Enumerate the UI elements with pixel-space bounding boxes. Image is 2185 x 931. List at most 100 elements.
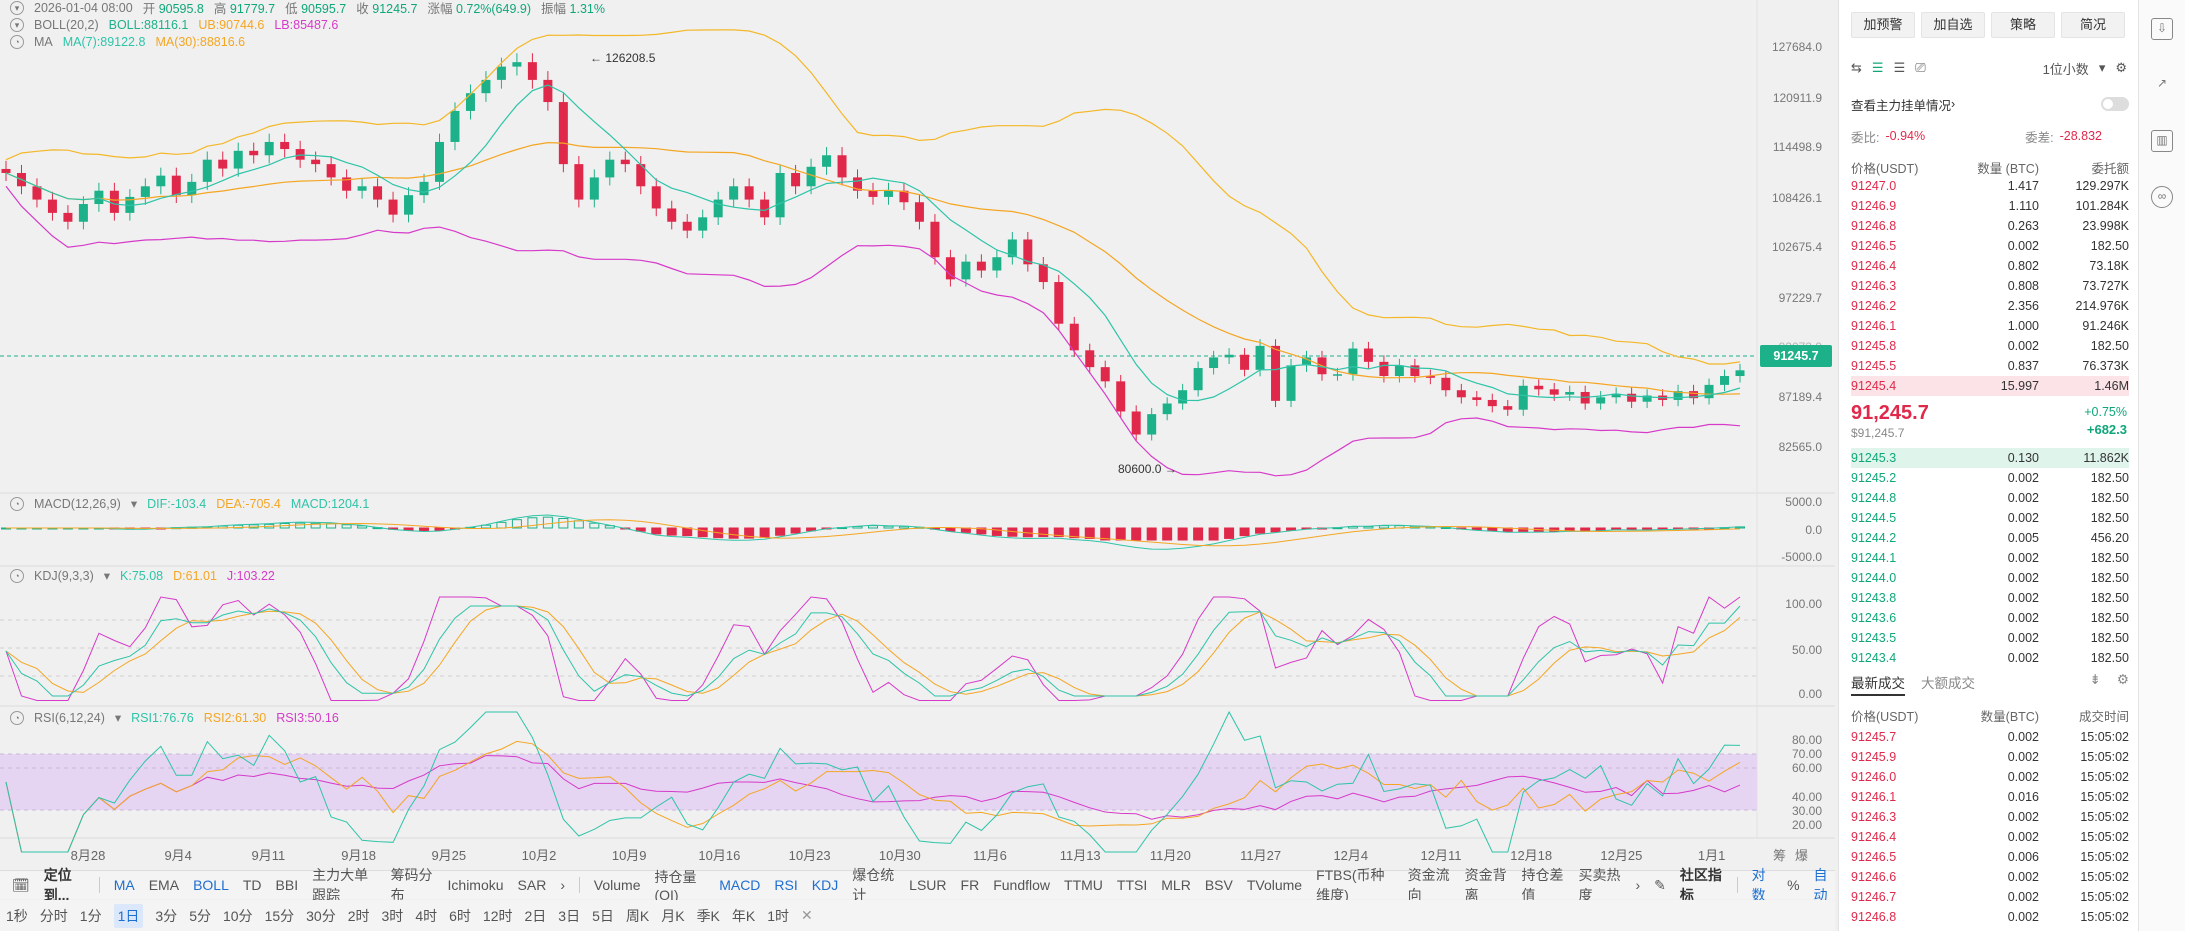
interval-17[interactable]: 周K xyxy=(625,907,650,924)
interval-5[interactable]: 5分 xyxy=(189,907,211,924)
ask-row[interactable]: 91245.4 15.997 1.46M xyxy=(1851,376,2129,396)
locate-button[interactable]: 定位到... xyxy=(43,867,72,903)
chart-area[interactable]: ▾ 2026-01-04 08:00 开 90595.8 高 91779.7 低… xyxy=(0,0,1835,868)
bell-icon[interactable]: ◔ xyxy=(10,34,24,49)
ask-row[interactable]: 91246.5 0.002 182.50 xyxy=(1851,236,2129,256)
close-icon[interactable]: ✕ xyxy=(801,907,813,923)
sub-lsur[interactable]: LSUR xyxy=(909,877,947,893)
interval-6[interactable]: 10分 xyxy=(222,907,253,924)
bid-row[interactable]: 91244.0 0.002 182.50 xyxy=(1851,568,2129,588)
trade-row[interactable]: 91246.6 0.002 15:05:02 xyxy=(1851,867,2129,887)
trade-row[interactable]: 91245.7 0.002 15:05:02 xyxy=(1851,727,2129,747)
sub-bsv[interactable]: BSV xyxy=(1204,877,1233,893)
sub-fund-flow[interactable]: 资金流向 xyxy=(1407,867,1450,903)
sub-fundflow[interactable]: Fundflow xyxy=(993,877,1051,893)
bell-icon[interactable]: ◔ xyxy=(10,568,24,583)
community-indicators[interactable]: 社区指标 xyxy=(1679,867,1722,903)
sub-divergence[interactable]: 资金背离 xyxy=(1464,867,1507,903)
interval-11[interactable]: 4时 xyxy=(415,907,438,924)
interval-18[interactable]: 月K xyxy=(661,907,685,924)
sub-ftbs[interactable]: FTBS(币种维度) xyxy=(1316,867,1385,903)
bell-icon[interactable]: ◔ xyxy=(10,710,24,725)
overview-button[interactable]: 简况 xyxy=(2061,12,2125,38)
caret-down-icon[interactable]: ▾ xyxy=(103,569,111,583)
interval-16[interactable]: 5日 xyxy=(592,907,614,924)
decimals-select[interactable]: 1位小数 xyxy=(2042,61,2089,77)
sub-oi-diff[interactable]: 持仓差值 xyxy=(1521,867,1564,903)
caret-down-icon[interactable]: ▾ xyxy=(2098,60,2106,75)
interval-4[interactable]: 3分 xyxy=(155,907,178,924)
interval-1[interactable]: 分时 xyxy=(39,907,68,924)
auto-scale-toggle[interactable]: 自动 xyxy=(1813,867,1828,903)
trade-row[interactable]: 91246.5 0.006 15:05:02 xyxy=(1851,847,2129,867)
sub-fr[interactable]: FR xyxy=(960,877,980,893)
sub-heat[interactable]: 买卖热度 xyxy=(1578,867,1621,903)
caret-down-icon[interactable]: ▾ xyxy=(114,711,122,725)
trade-row[interactable]: 91246.4 0.002 15:05:02 xyxy=(1851,827,2129,847)
edit-icon[interactable]: ✎ xyxy=(1654,876,1666,893)
ask-row[interactable]: 91246.8 0.263 23.998K xyxy=(1851,216,2129,236)
interval-14[interactable]: 2日 xyxy=(524,907,547,924)
orderbook-toggle[interactable] xyxy=(2101,97,2129,111)
indicator-ema[interactable]: EMA xyxy=(148,877,180,893)
interval-10[interactable]: 3时 xyxy=(381,907,404,924)
sub-macd[interactable]: MACD xyxy=(719,877,761,893)
bid-row[interactable]: 91243.8 0.002 182.50 xyxy=(1851,588,2129,608)
layout-depth-icon[interactable]: ⎚ xyxy=(1915,60,1926,75)
amount-header[interactable]: 委托额 xyxy=(2091,162,2129,176)
trade-row[interactable]: 91246.8 0.002 15:05:02 xyxy=(1851,907,2129,927)
ask-row[interactable]: 91245.8 0.002 182.50 xyxy=(1851,336,2129,356)
bid-row[interactable]: 91244.5 0.002 182.50 xyxy=(1851,508,2129,528)
bid-row[interactable]: 91243.6 0.002 182.50 xyxy=(1851,608,2129,628)
bid-row[interactable]: 91243.5 0.002 182.50 xyxy=(1851,628,2129,648)
sub-rsi[interactable]: RSI xyxy=(774,877,798,893)
interval-20[interactable]: 年K xyxy=(731,907,756,924)
ask-row[interactable]: 91246.2 2.356 214.976K xyxy=(1851,296,2129,316)
sub-kdj[interactable]: KDJ xyxy=(811,877,839,893)
trade-row[interactable]: 91246.3 0.002 15:05:02 xyxy=(1851,807,2129,827)
link-icon[interactable]: ∞ xyxy=(2151,186,2173,208)
trade-row[interactable]: 91246.0 0.002 15:05:02 xyxy=(1851,767,2129,787)
chevron-right-icon[interactable]: › xyxy=(1635,877,1641,893)
indicator-ichimoku[interactable]: Ichimoku xyxy=(447,877,504,893)
indicator-boll[interactable]: BOLL xyxy=(193,877,229,893)
orderbook-link[interactable]: 查看主力挂单情况 xyxy=(1851,98,1952,113)
trade-row[interactable]: 91246.1 0.016 15:05:02 xyxy=(1851,787,2129,807)
settings-icon[interactable]: ⚙ xyxy=(2116,672,2129,687)
interval-12[interactable]: 6时 xyxy=(449,907,471,924)
qty-header[interactable]: 数量 (BTC) xyxy=(1977,162,2039,176)
ask-row[interactable]: 91247.0 1.417 129.297K xyxy=(1851,176,2129,196)
indicator-chips[interactable]: 筹码分布 xyxy=(390,867,433,903)
ask-row[interactable]: 91245.5 0.837 76.373K xyxy=(1851,356,2129,376)
bell-icon[interactable]: ◔ xyxy=(10,496,24,511)
interval-8[interactable]: 30分 xyxy=(306,907,336,924)
interval-13[interactable]: 12时 xyxy=(482,907,513,924)
export-icon[interactable]: ⇩ xyxy=(2151,18,2173,40)
filter-icon[interactable]: ⇟ xyxy=(2089,672,2101,687)
bid-row[interactable]: 91244.2 0.005 456.20 xyxy=(1851,528,2129,548)
ask-row[interactable]: 91246.3 0.808 73.727K xyxy=(1851,276,2129,296)
bar-chart-icon[interactable]: ▥ xyxy=(2151,130,2173,152)
sub-liquidation[interactable]: 爆仓统计 xyxy=(852,867,895,903)
trade-row[interactable]: 91245.9 0.002 15:05:02 xyxy=(1851,747,2129,767)
layout-bids-icon[interactable]: ☰ xyxy=(1871,60,1884,75)
interval-3[interactable]: 1日 xyxy=(113,903,144,928)
bid-row[interactable]: 91244.8 0.002 182.50 xyxy=(1851,488,2129,508)
tab-latest-trades[interactable]: 最新成交 xyxy=(1851,672,1905,696)
candlestick-chart[interactable] xyxy=(0,0,1835,868)
bid-row[interactable]: 91245.3 0.130 11.862K xyxy=(1851,448,2129,468)
chevron-down-icon[interactable]: ▾ xyxy=(10,17,24,32)
interval-7[interactable]: 15分 xyxy=(264,907,295,924)
sub-volume[interactable]: Volume xyxy=(593,877,641,893)
indicator-ma[interactable]: MA xyxy=(113,877,135,893)
interval-0[interactable]: 1秒 xyxy=(6,907,28,924)
percent-toggle[interactable]: % xyxy=(1787,877,1800,893)
settings-icon[interactable]: ⚙ xyxy=(2115,60,2127,75)
axis-corner[interactable]: 筹 xyxy=(1772,848,1786,863)
tab-large-trades[interactable]: 大额成交 xyxy=(1921,676,1975,691)
bid-row[interactable]: 91243.4 0.002 182.50 xyxy=(1851,648,2129,668)
chevron-right-icon[interactable]: › xyxy=(560,877,566,893)
trade-qty-header[interactable]: 数量(BTC) xyxy=(1980,710,2039,724)
chevron-down-icon[interactable]: ▾ xyxy=(10,0,24,15)
interval-19[interactable]: 季K xyxy=(696,907,720,924)
